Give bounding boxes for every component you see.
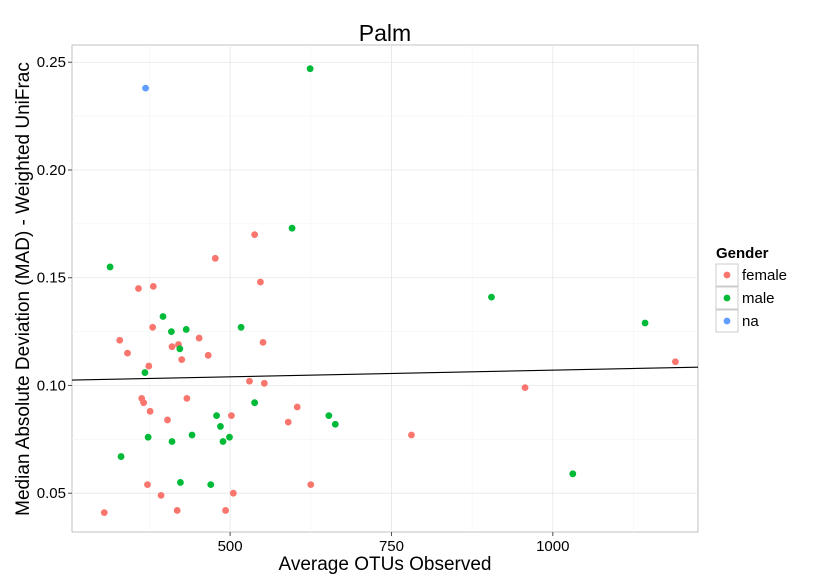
data-point-female xyxy=(157,491,165,499)
data-point-male xyxy=(325,412,333,420)
data-point-female xyxy=(183,394,191,402)
data-point-male xyxy=(237,323,245,331)
data-point-female xyxy=(168,343,176,351)
data-point-female xyxy=(149,282,157,290)
data-point-male xyxy=(117,453,125,460)
data-point-female xyxy=(146,407,154,415)
data-point-female xyxy=(135,285,142,292)
data-point-male xyxy=(306,65,314,73)
data-point-male xyxy=(144,433,152,441)
data-point-male xyxy=(168,438,176,445)
x-axis-label: Average OTUs Observed xyxy=(279,554,492,575)
data-point-female xyxy=(204,351,212,359)
data-point-male xyxy=(641,319,649,327)
data-point-male xyxy=(331,420,339,428)
data-point-male xyxy=(177,479,184,486)
data-point-male xyxy=(569,470,577,478)
data-point-female xyxy=(521,384,529,392)
data-point-male xyxy=(188,431,196,439)
x-axis-ticks: 500 750 1000 xyxy=(218,532,569,555)
data-point-female xyxy=(149,323,157,331)
legend-label-na: na xyxy=(742,313,759,330)
legend-label-female: female xyxy=(742,267,787,284)
data-point-male xyxy=(159,313,167,320)
data-point-female xyxy=(164,416,171,424)
data-point-female xyxy=(259,338,267,346)
data-point-female xyxy=(222,507,229,514)
data-point-female xyxy=(145,362,153,370)
data-point-female xyxy=(251,231,259,239)
data-point-male xyxy=(141,369,149,376)
plot-panel xyxy=(71,44,699,533)
legend-marker-male xyxy=(723,294,731,302)
grid-minor xyxy=(72,45,698,532)
data-point-female xyxy=(229,489,237,497)
data-point-female xyxy=(408,431,415,439)
data-point-female xyxy=(116,336,124,344)
data-point-female xyxy=(100,509,108,517)
data-point-female xyxy=(228,412,235,420)
data-point-male xyxy=(251,399,259,407)
legend-marker-na xyxy=(723,317,731,325)
data-point-male xyxy=(288,224,296,232)
y-tick-label: 0.15 xyxy=(37,270,66,287)
y-tick-label: 0.25 xyxy=(37,54,66,71)
data-point-female xyxy=(284,418,292,426)
grid-major xyxy=(72,45,698,532)
plot-area xyxy=(71,44,699,533)
data-point-female xyxy=(211,254,219,262)
trend-layer xyxy=(71,366,699,381)
data-point-male xyxy=(213,412,220,420)
data-point-female xyxy=(144,481,151,488)
data-point-female xyxy=(257,278,264,286)
data-point-female xyxy=(246,377,253,385)
data-point-female xyxy=(178,356,186,364)
data-point-male xyxy=(217,423,224,430)
data-point-male xyxy=(176,345,184,353)
data-point-male xyxy=(106,263,114,271)
data-point-male xyxy=(182,326,190,333)
points-layer xyxy=(100,65,679,517)
data-point-female xyxy=(140,399,148,407)
y-tick-label: 0.05 xyxy=(37,485,66,502)
legend-marker-female xyxy=(723,271,731,279)
y-axis-ticks: 0.05 0.10 0.15 0.20 0.25 xyxy=(37,54,72,502)
legend: Gender female male na xyxy=(715,245,787,333)
y-tick-label: 0.10 xyxy=(37,377,66,394)
data-point-female xyxy=(307,481,315,488)
data-point-male xyxy=(226,433,233,441)
data-point-male xyxy=(488,293,495,301)
data-point-female xyxy=(672,358,679,366)
x-tick-label: 500 xyxy=(218,538,243,555)
legend-title: Gender xyxy=(716,245,769,262)
data-point-na xyxy=(142,84,149,92)
data-point-male xyxy=(167,328,175,335)
data-point-male xyxy=(219,438,227,445)
x-tick-label: 1000 xyxy=(536,538,569,555)
data-point-male xyxy=(207,481,215,488)
legend-label-male: male xyxy=(742,290,775,307)
data-point-female xyxy=(293,403,301,411)
data-point-female xyxy=(173,507,181,514)
y-axis-label: Median Absolute Deviation (MAD) - Weight… xyxy=(13,62,34,516)
legend-items: female male na xyxy=(715,263,787,333)
data-point-female xyxy=(124,349,131,357)
y-tick-label: 0.20 xyxy=(37,162,66,179)
trend-line xyxy=(71,366,699,381)
data-point-female xyxy=(195,334,203,342)
x-tick-label: 750 xyxy=(379,538,404,555)
data-point-female xyxy=(260,379,268,387)
chart-title: Palm xyxy=(359,20,411,46)
